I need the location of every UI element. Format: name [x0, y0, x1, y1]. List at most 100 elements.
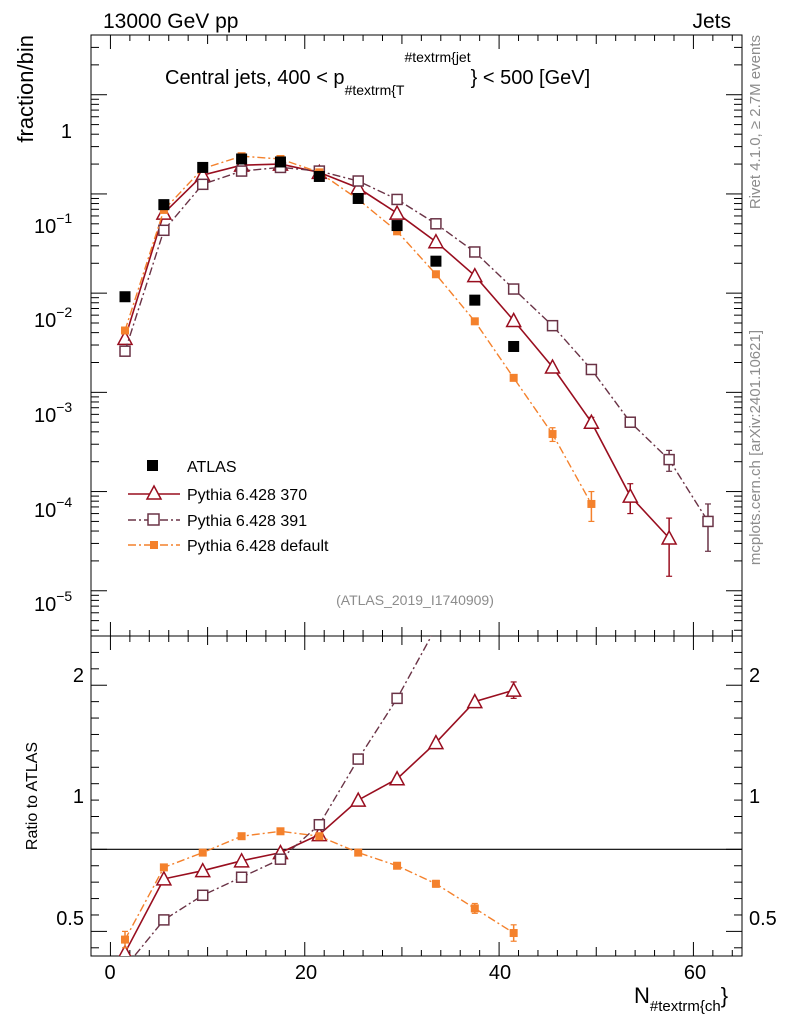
energy-label: 13000 GeV pp	[103, 10, 238, 33]
main-y-tick-label: 10−4	[34, 494, 72, 522]
legend-label: ATLAS	[187, 459, 237, 476]
data-point-p391	[313, 818, 326, 831]
data-point-p370	[349, 791, 367, 807]
main-y-axis-label: fraction/bin	[13, 35, 38, 143]
main-y-tick-label: 1	[61, 121, 72, 143]
ratio-data-layer	[118, 623, 522, 972]
data-point-p391	[158, 224, 170, 237]
main-y-tick-label: 10−3	[34, 399, 72, 427]
data-point-pdefault	[198, 848, 207, 857]
data-point-p391	[352, 175, 364, 187]
data-point-p370	[427, 233, 445, 249]
series-pdefault	[121, 827, 518, 949]
series-line-p391	[124, 166, 709, 522]
ratio-y-tick-label: 1	[749, 786, 760, 808]
ratio-axis-ticks	[91, 636, 742, 956]
data-point-p391	[158, 914, 170, 926]
x-tick-label: 20	[295, 962, 317, 984]
legend-label: Pythia 6.428 370	[187, 487, 307, 504]
process-label: Jets	[692, 10, 731, 33]
data-point-p370	[622, 487, 639, 503]
data-point-pdefault	[237, 832, 246, 841]
data-point-pdefault	[431, 879, 440, 888]
data-point-p391	[431, 623, 441, 633]
main-y-tick-label: 10−1	[34, 210, 72, 238]
data-point-atlas	[313, 170, 325, 182]
data-point-p370	[466, 693, 484, 709]
data-point-pdefault	[315, 832, 324, 841]
data-point-p391	[507, 283, 520, 295]
ratio-y-axis-label: Ratio to ATLAS	[24, 742, 41, 850]
series-atlas	[119, 153, 520, 352]
data-point-atlas	[119, 291, 131, 303]
ratio-plot-frame	[90, 635, 743, 957]
analysis-watermark: (ATLAS_2019_I1740909)	[336, 592, 494, 608]
data-point-p391	[663, 453, 675, 466]
x-tick-label: 0	[104, 962, 115, 984]
plot-title: Central jets, 400 < p#textrm{T#textrm{je…	[165, 49, 590, 98]
data-point-p391	[274, 853, 287, 865]
data-point-p391	[196, 178, 209, 191]
series-p391	[120, 623, 441, 972]
data-point-p370	[155, 870, 173, 886]
x-axis-label: N#textrm{ch}	[634, 983, 728, 1015]
data-point-p391	[585, 363, 598, 376]
series-p391	[119, 161, 714, 552]
data-point-p370	[194, 862, 211, 878]
mcplots-label: mcplots.cern.ch [arXiv:2401.10621]	[747, 330, 764, 565]
x-tick-label: 60	[684, 962, 706, 984]
data-point-p370	[427, 734, 445, 750]
data-point-pdefault	[470, 317, 479, 326]
data-point-p391	[120, 962, 130, 972]
data-point-p370	[233, 852, 250, 868]
data-point-atlas	[391, 220, 403, 232]
data-point-p391	[352, 753, 364, 765]
data-point-pdefault	[354, 848, 363, 857]
data-point-atlas	[158, 199, 170, 211]
data-point-atlas	[352, 192, 364, 204]
main-y-tick-label: 10−5	[34, 588, 72, 616]
data-point-pdefault	[509, 929, 518, 938]
data-point-p391	[235, 871, 248, 883]
ratio-y-tick-label: 0.5	[749, 908, 777, 930]
legend-marker-p370	[145, 484, 163, 500]
data-point-atlas	[274, 156, 286, 168]
data-point-atlas	[236, 153, 248, 165]
data-point-p391	[235, 165, 248, 177]
data-point-pdefault	[470, 904, 479, 913]
data-point-p370	[116, 329, 134, 346]
legend: ATLAS Pythia 6.428 370 Pythia 6.428 391 …	[128, 459, 329, 555]
data-point-pdefault	[587, 499, 596, 508]
legend-marker-atlas	[147, 460, 158, 471]
data-point-atlas	[430, 255, 442, 267]
main-data-layer	[116, 152, 714, 577]
data-point-p370	[660, 529, 678, 545]
data-point-p370	[118, 944, 132, 956]
data-point-p391	[469, 246, 481, 258]
data-point-p370	[583, 413, 600, 429]
data-point-atlas	[197, 161, 209, 173]
main-y-tick-labels: 1 10−1 10−2 10−3 10−4 10−5	[34, 121, 72, 616]
main-y-tick-label: 10−2	[34, 304, 72, 332]
ratio-y-tick-labels-right: 0.5 1 2	[749, 665, 777, 930]
rivet-label: Rivet 4.1.0, ≥ 2.7M events	[747, 35, 764, 209]
data-point-p370	[466, 267, 484, 283]
series-line-p391	[133, 636, 433, 956]
data-point-pdefault	[393, 227, 402, 236]
series-line-pdefault	[124, 830, 515, 940]
data-point-atlas	[508, 340, 520, 352]
data-point-p391	[196, 889, 209, 902]
data-point-pdefault	[548, 430, 557, 439]
data-point-p370	[388, 770, 406, 786]
data-point-p391	[119, 345, 131, 357]
data-point-p391	[624, 416, 637, 428]
data-point-p391	[702, 515, 714, 528]
data-point-pdefault	[276, 827, 285, 836]
data-point-pdefault	[121, 326, 130, 335]
ratio-y-tick-label: 1	[73, 786, 84, 808]
ratio-y-tick-label: 2	[73, 665, 84, 687]
data-point-p370	[544, 358, 561, 374]
data-point-pdefault	[159, 863, 168, 872]
legend-label: Pythia 6.428 default	[187, 538, 329, 555]
